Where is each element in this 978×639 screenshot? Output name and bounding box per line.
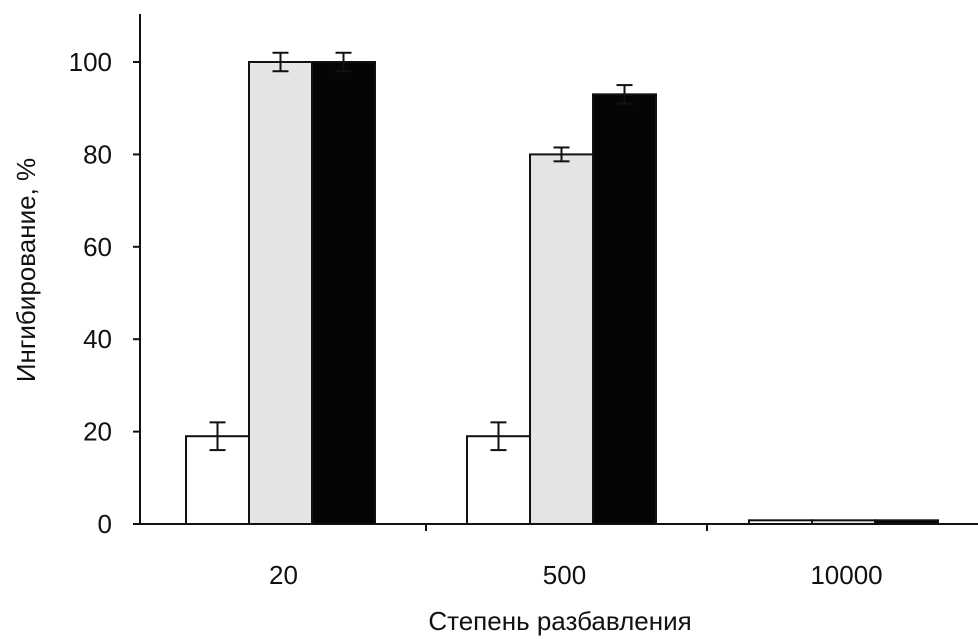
bar xyxy=(529,153,594,525)
y-tick-label: 100 xyxy=(69,47,112,77)
x-ticks: 20 500 10000 xyxy=(269,524,883,590)
y-tick-label: 80 xyxy=(83,139,112,169)
bars xyxy=(185,61,939,526)
y-axis-title: Ингибирование, % xyxy=(11,158,41,382)
bar xyxy=(311,61,376,525)
y-tick-label: 40 xyxy=(83,324,112,354)
x-axis-title: Степень разбавления xyxy=(428,606,691,636)
bar xyxy=(748,519,813,526)
y-tick-label: 0 xyxy=(98,509,112,539)
bar xyxy=(811,519,876,526)
x-tick-label: 500 xyxy=(543,560,586,590)
y-ticks: 0 20 40 60 80 100 xyxy=(69,47,140,539)
y-tick-label: 60 xyxy=(83,232,112,262)
bar xyxy=(248,61,313,525)
bar xyxy=(592,93,657,525)
y-tick-label: 20 xyxy=(83,417,112,447)
bar xyxy=(874,519,939,526)
x-tick-label: 10000 xyxy=(810,560,882,590)
x-tick-label: 20 xyxy=(269,560,298,590)
error-bars xyxy=(209,51,633,452)
